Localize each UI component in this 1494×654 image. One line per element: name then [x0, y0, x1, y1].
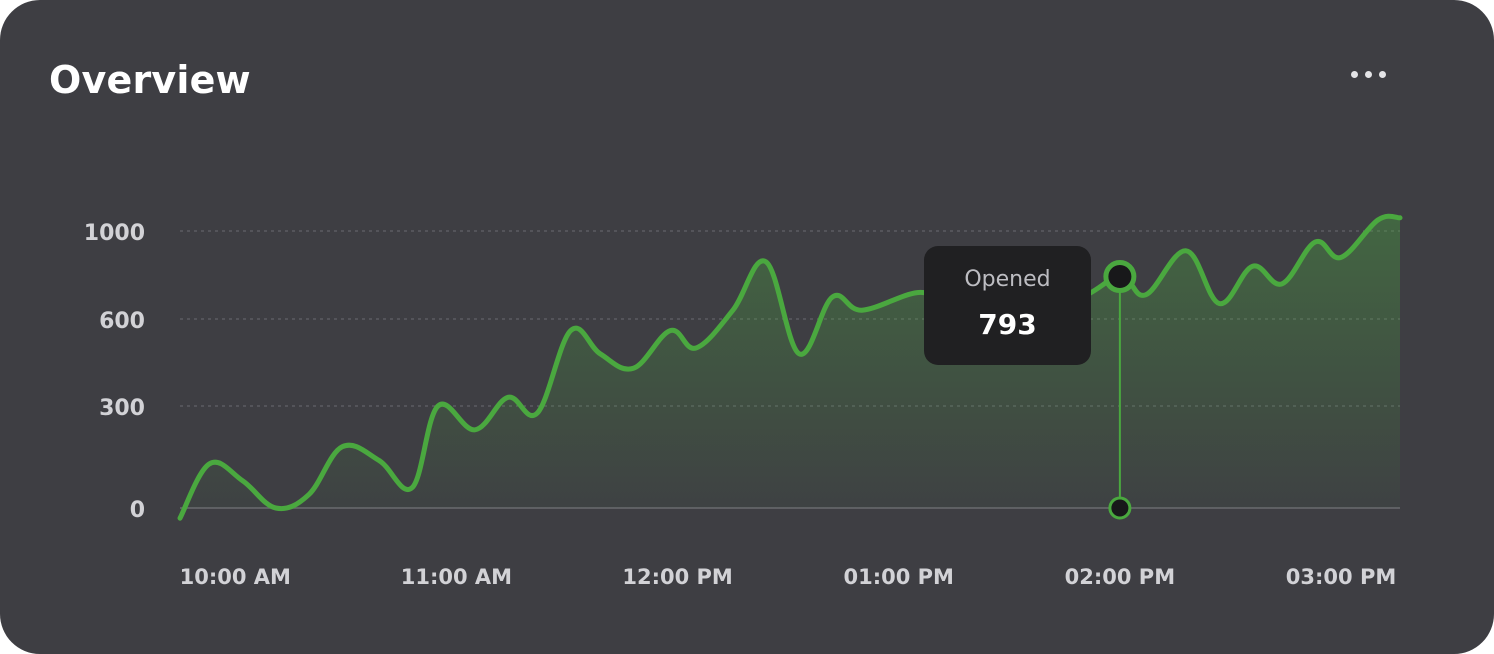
x-tick-label: 03:00 PM [1286, 565, 1396, 589]
more-horizontal-icon-dot [1378, 70, 1386, 78]
x-tick-label: 02:00 PM [1065, 565, 1175, 589]
y-tick-label: 600 [99, 309, 145, 334]
tooltip-value: 793 [978, 308, 1037, 341]
highlight-axis-marker [1108, 496, 1132, 520]
tooltip-label: Opened [964, 267, 1051, 292]
highlight-point [1103, 260, 1137, 294]
x-tick-label: 11:00 AM [401, 565, 512, 589]
card-title: Overview [49, 58, 251, 102]
more-horizontal-icon [1350, 70, 1358, 78]
series-area [180, 216, 1400, 519]
x-tick-label: 12:00 PM [622, 565, 732, 589]
y-tick-label: 300 [99, 396, 145, 421]
chart-tooltip: Opened 793 [924, 246, 1091, 365]
x-tick-label: 10:00 AM [180, 565, 291, 589]
y-tick-label: 1000 [84, 221, 145, 246]
more-horizontal-icon-dot [1364, 70, 1372, 78]
x-tick-label: 01:00 PM [844, 565, 954, 589]
series-line [177, 213, 1403, 521]
more-options-button[interactable] [1336, 58, 1400, 90]
y-tick-label: 0 [130, 498, 145, 523]
